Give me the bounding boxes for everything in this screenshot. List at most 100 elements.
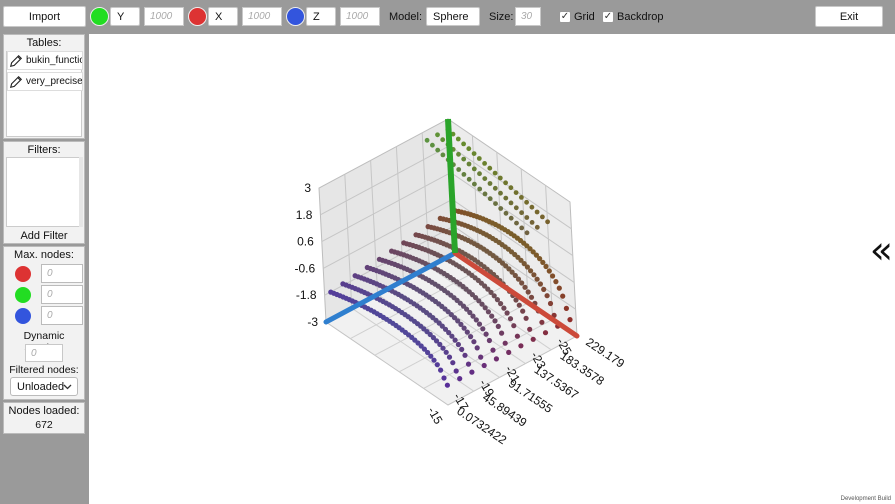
data-node xyxy=(540,259,546,265)
x-axis-column-button[interactable]: X xyxy=(208,7,238,26)
grid-line xyxy=(545,185,554,320)
filters-list xyxy=(6,157,80,227)
x-axis-color-swatch[interactable] xyxy=(188,7,207,26)
data-node xyxy=(545,219,550,225)
data-node xyxy=(427,331,433,338)
chevron-down-icon xyxy=(63,384,72,390)
data-node xyxy=(456,151,461,157)
data-node xyxy=(521,261,527,267)
data-node xyxy=(424,137,430,143)
data-node xyxy=(503,210,509,216)
data-node xyxy=(531,272,537,278)
data-node xyxy=(487,165,493,171)
data-node xyxy=(466,161,472,167)
data-node xyxy=(518,343,524,349)
data-node xyxy=(527,246,533,252)
data-node xyxy=(528,294,535,300)
data-node xyxy=(450,360,456,366)
blue-max-nodes-input[interactable]: 0 xyxy=(41,306,83,325)
y-axis-scale-input[interactable]: 1000 xyxy=(144,7,184,26)
data-node xyxy=(537,256,543,262)
add-filter-button[interactable]: Add Filter xyxy=(20,230,68,242)
data-node xyxy=(461,156,467,162)
grid-check-icon: ✓ xyxy=(560,11,570,22)
data-node xyxy=(534,209,540,215)
3d-viewport[interactable]: 3 1.8 0.6 -0.6 -1.8 -3 -15 -17 -19 -21 -23 -25 0.0… xyxy=(89,34,895,504)
grid-line xyxy=(320,145,450,216)
dynamic-spacing-input[interactable]: 0 xyxy=(25,344,63,362)
data-node xyxy=(507,316,514,322)
data-node xyxy=(523,315,529,321)
3d-scatter-plot[interactable]: 31.80.6-0.6-1.8-3 -15-17-19-21-23-25 0.0… xyxy=(89,34,895,504)
exit-button[interactable]: Exit xyxy=(815,6,883,27)
grid-line xyxy=(428,266,552,351)
x-axis-line xyxy=(323,250,458,325)
nodes-loaded-value: 672 xyxy=(35,419,53,431)
backdrop-checkbox[interactable]: ✓ xyxy=(602,11,614,23)
z-axis-column-button[interactable]: Z xyxy=(306,7,336,26)
grid-checkbox[interactable]: ✓ xyxy=(559,11,571,23)
data-node xyxy=(516,302,522,308)
model-dropdown[interactable]: Sphere xyxy=(426,7,480,26)
data-node xyxy=(529,204,535,210)
pencil-icon[interactable] xyxy=(9,75,23,89)
data-node xyxy=(519,280,525,286)
data-node xyxy=(498,301,504,307)
data-node xyxy=(464,329,470,335)
red-max-nodes-input[interactable]: 0 xyxy=(41,264,83,283)
table-item[interactable]: bukin_functio xyxy=(7,51,83,70)
data-node xyxy=(470,313,476,319)
data-node xyxy=(467,309,473,316)
pencil-icon[interactable] xyxy=(9,54,23,68)
data-node xyxy=(518,257,524,263)
data-node xyxy=(459,346,465,352)
data-node xyxy=(428,353,434,359)
data-node xyxy=(448,312,454,318)
y-tick-label: 1.8 xyxy=(296,208,313,222)
x-axis-scale-input[interactable]: 1000 xyxy=(242,7,282,26)
data-node xyxy=(473,295,479,301)
data-node xyxy=(457,376,463,382)
y-axis-scale-placeholder: 1000 xyxy=(150,11,173,22)
toolbar: Import Y 1000 X 1000 Z 1000 Model: Spher… xyxy=(0,0,895,34)
z-axis-scale-placeholder: 1000 xyxy=(346,11,369,22)
data-node xyxy=(471,151,477,156)
z-axis-color-swatch[interactable] xyxy=(286,7,305,26)
data-node xyxy=(524,230,530,236)
data-node xyxy=(464,306,470,312)
data-node xyxy=(446,330,452,336)
grid-line xyxy=(453,225,576,310)
filters-scrollbar[interactable] xyxy=(79,157,83,227)
filtered-nodes-dropdown[interactable]: Unloaded xyxy=(10,377,78,396)
data-node xyxy=(519,195,524,200)
data-node xyxy=(542,330,549,336)
size-input[interactable]: 30 xyxy=(515,7,541,26)
data-node xyxy=(451,315,458,321)
data-node xyxy=(563,305,569,311)
data-node xyxy=(476,156,482,161)
data-node xyxy=(508,200,514,206)
z-axis-scale-input[interactable]: 1000 xyxy=(340,7,380,26)
data-node xyxy=(438,367,444,373)
data-node xyxy=(553,279,559,285)
import-button[interactable]: Import xyxy=(3,6,86,27)
data-node xyxy=(437,341,443,347)
y-axis-color-swatch[interactable] xyxy=(90,7,109,26)
data-node xyxy=(519,210,524,216)
table-item[interactable]: very_precise xyxy=(7,72,83,91)
data-node xyxy=(567,317,573,323)
data-node xyxy=(540,214,545,220)
data-node xyxy=(546,268,552,274)
data-node xyxy=(480,326,486,332)
y-axis-column-button[interactable]: Y xyxy=(110,7,140,26)
data-node xyxy=(473,317,479,323)
data-node xyxy=(520,308,526,314)
grid-line xyxy=(450,172,574,257)
collapse-panel-icon[interactable]: « xyxy=(869,228,893,272)
green-max-nodes-input[interactable]: 0 xyxy=(41,285,83,304)
model-label: Model: xyxy=(389,11,423,23)
data-node xyxy=(425,349,431,356)
data-node xyxy=(453,368,459,374)
data-node xyxy=(537,281,543,287)
data-node xyxy=(492,170,498,176)
